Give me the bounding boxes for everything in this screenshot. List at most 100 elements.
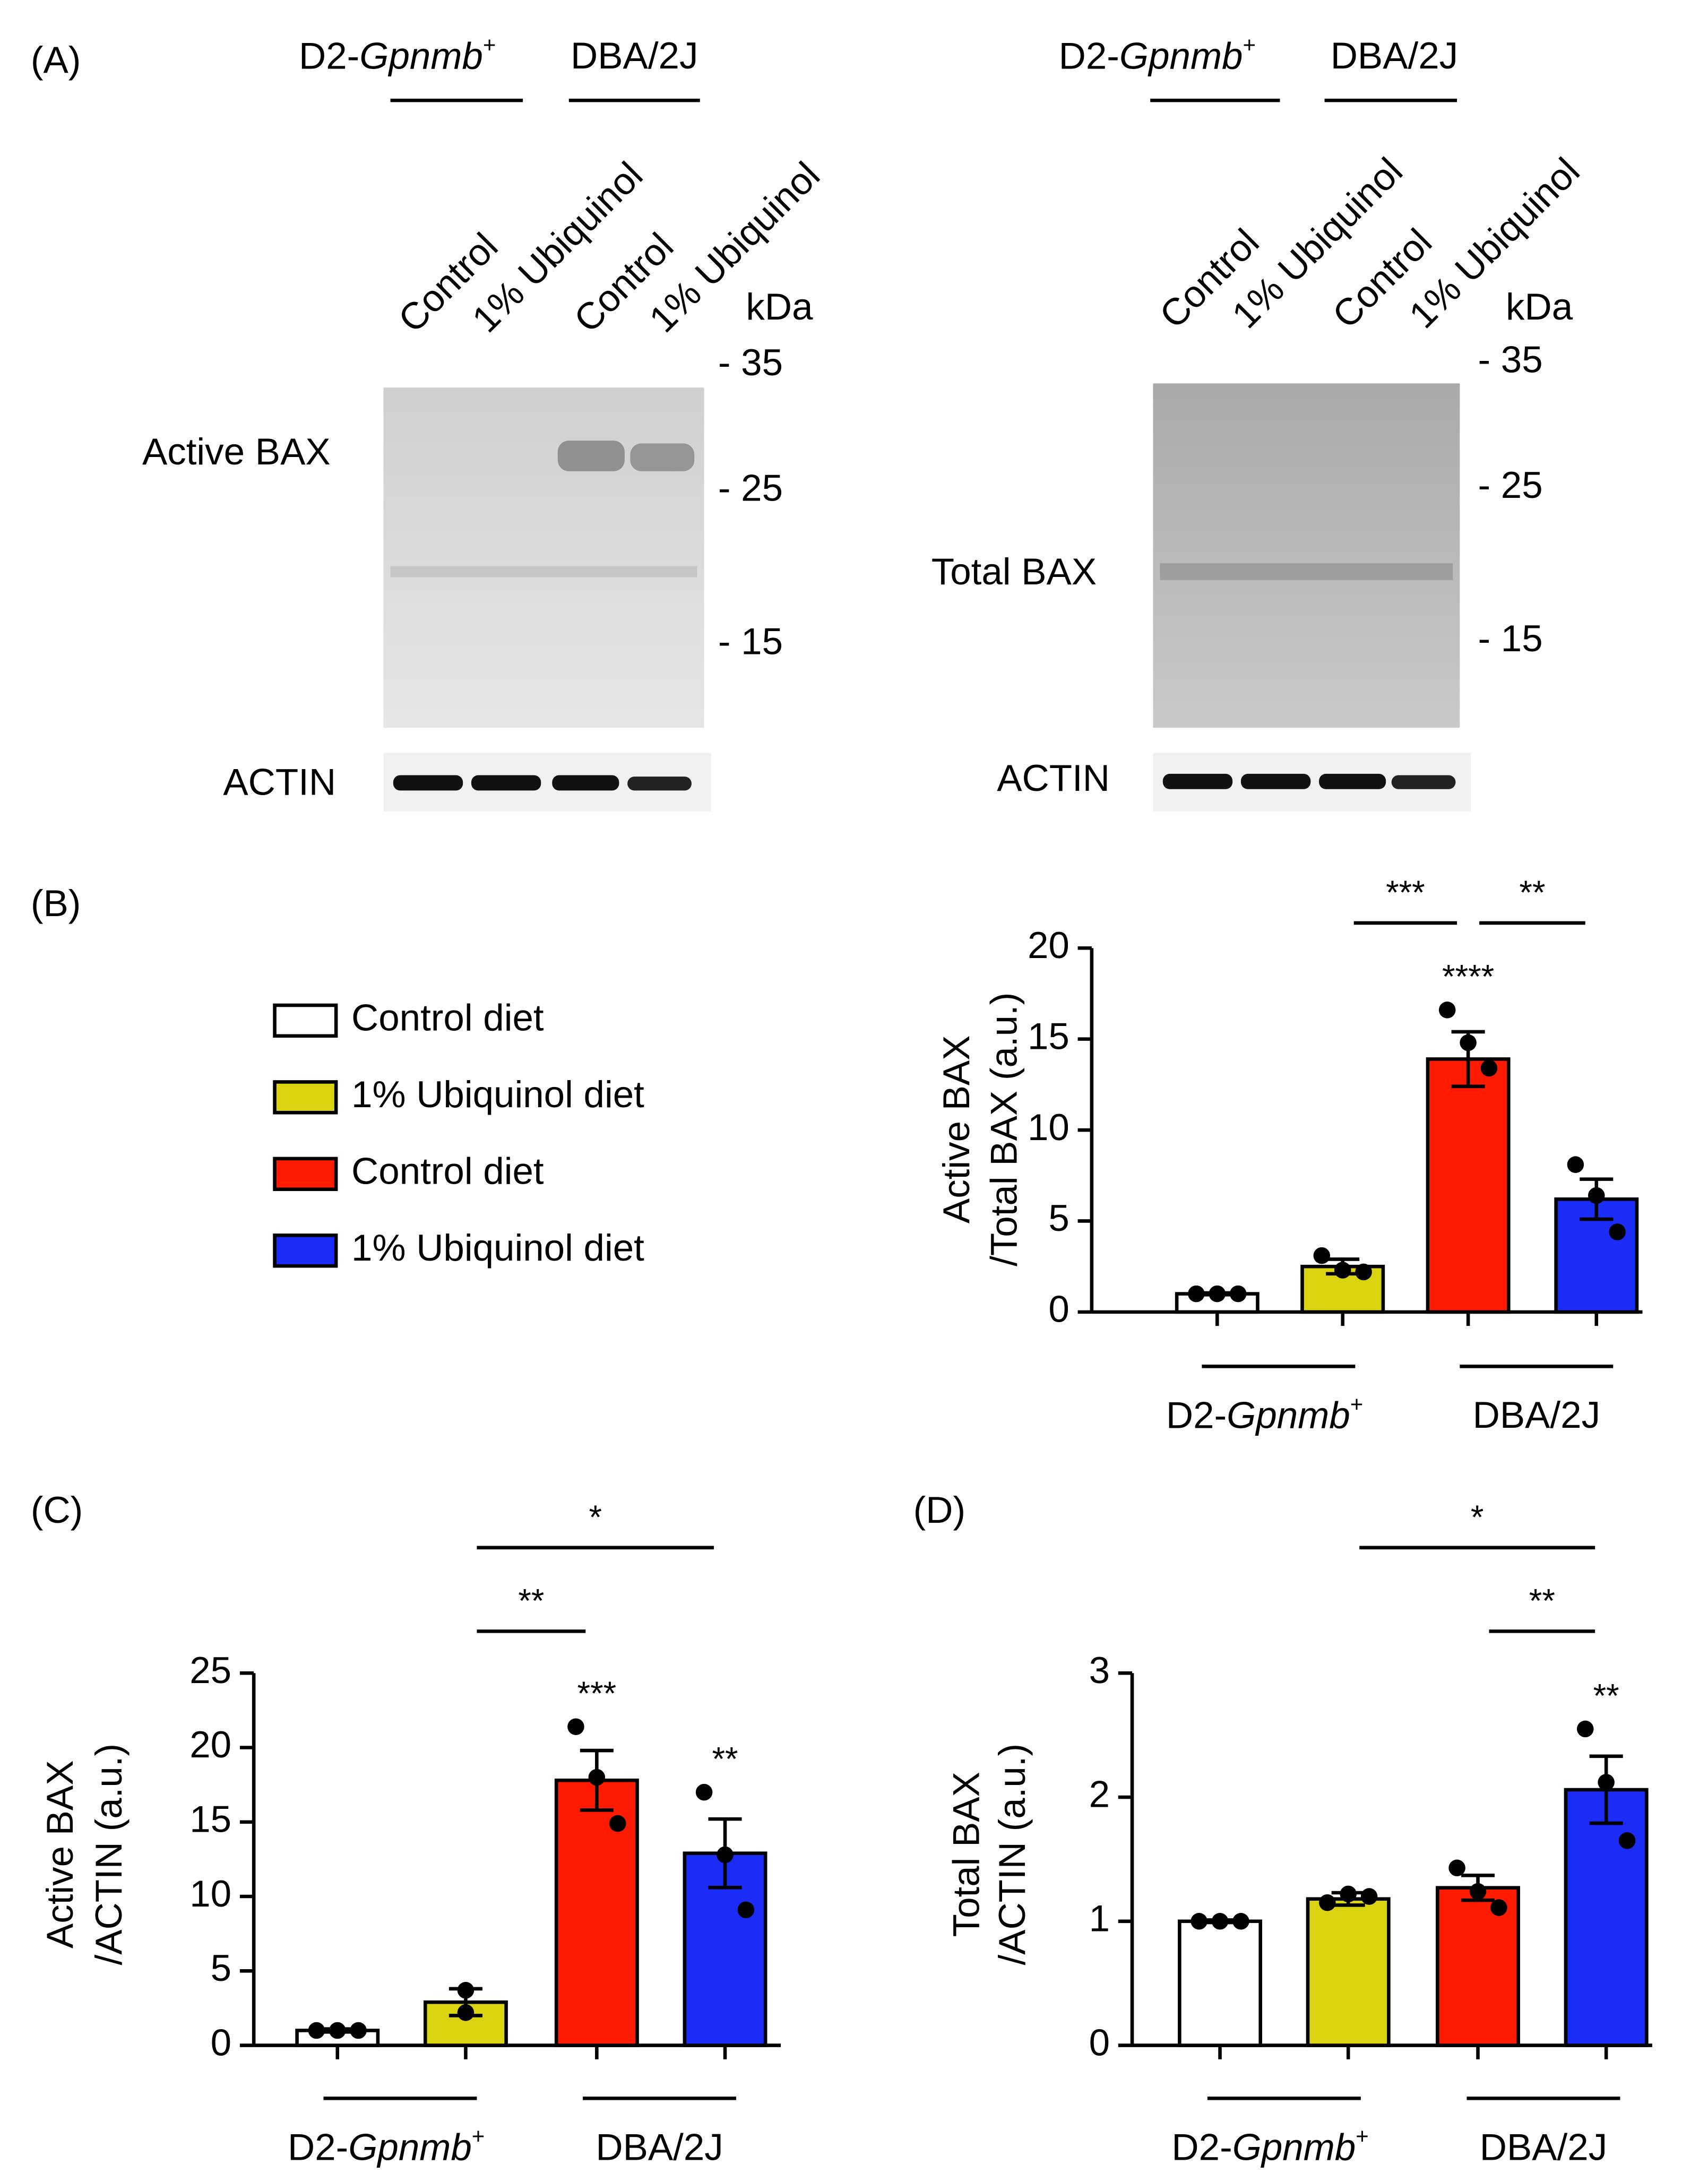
y-tick-label: 2 [1089,1774,1110,1816]
group-label-italic: Gpnmb [348,2126,472,2168]
data-point [1319,1894,1336,1911]
y-axis-title: /ACTIN (a.u.) [991,1744,1033,1965]
comparison-label: ** [1519,874,1545,911]
y-tick-label: 25 [189,1650,231,1692]
data-point [1334,1262,1351,1279]
y-tick-label: 5 [1048,1197,1069,1239]
y-tick-label: 0 [1048,1289,1069,1331]
legend-label: 1% Ubiquinol diet [351,1227,644,1269]
kda-unit: kDa [1506,286,1573,328]
legend-swatch [273,1157,338,1191]
data-point [1355,1263,1372,1281]
y-tick-label: 20 [1028,925,1069,967]
panel-label: (C) [31,1489,83,1531]
data-point [1211,1913,1229,1930]
group-label: D2-Gpnmb+ [299,32,496,77]
blot-band [1391,775,1456,789]
y-tick-label: 0 [1089,2022,1110,2064]
group-label-sup: + [472,2123,485,2148]
y-tick-label: 3 [1089,1650,1110,1692]
data-point [1598,1774,1615,1791]
comparison-label: ** [518,1583,544,1620]
data-point [737,1901,755,1919]
data-point [1460,1034,1477,1051]
blot-band [393,775,463,791]
kda-marker: - 25 [718,467,783,509]
kda-marker: - 15 [1478,618,1543,660]
legend-label: Control diet [351,1151,544,1193]
blot-band [627,777,692,791]
y-tick-label: 1 [1089,1898,1110,1940]
kda-marker: - 35 [1478,339,1543,381]
group-label-sup: + [1350,1391,1364,1416]
y-axis-title: Active BAX [936,1035,978,1223]
kda-marker: - 35 [718,342,783,384]
group-label-prefix: D2- [1059,35,1119,77]
data-point [350,2022,367,2039]
data-point [1188,1285,1205,1303]
panel-label: (B) [31,883,81,925]
legend-swatch [273,1080,338,1115]
y-tick-label: 5 [211,1947,231,1989]
group-label: DBA/2J [1473,1394,1600,1436]
group-label-prefix: D2- [299,35,359,77]
data-point [717,1846,734,1864]
blot-band [552,775,619,791]
blot-band [1160,563,1453,580]
blot-band [471,775,541,791]
group-label-prefix: D2- [1171,2126,1232,2168]
loading-label: ACTIN [997,757,1110,799]
group-label: D2-Gpnmb+ [288,2123,485,2168]
data-point [609,1815,626,1832]
group-label-prefix: D2- [288,2126,348,2168]
blot-band [1240,773,1311,789]
legend-label: 1% Ubiquinol diet [351,1074,644,1116]
data-point [1313,1247,1331,1264]
data-point [567,1718,584,1735]
group-label: DBA/2J [1480,2126,1607,2168]
data-point [457,2004,475,2021]
bar [1426,1057,1511,1314]
bar [1436,1886,1520,2047]
blot-label: Total BAX [931,551,1097,593]
blot-band [1162,773,1233,789]
kda-marker: - 25 [1478,464,1543,506]
significance-label: *** [577,1675,617,1712]
group-label: DBA/2J [571,35,698,77]
data-point [695,1783,713,1801]
y-tick-label: 0 [211,2022,231,2064]
blot-band [630,443,695,471]
y-tick-label: 10 [189,1873,231,1915]
data-point [457,1982,475,1999]
group-label-italic: Gpnmb [1227,1394,1350,1436]
group-label: DBA/2J [596,2126,723,2168]
group-label-italic: Gpnmb [1119,35,1243,77]
panel-label: (D) [913,1489,965,1531]
group-label-sup: + [483,32,496,57]
bar [1178,1919,1263,2047]
comparison-label: ** [1529,1583,1555,1620]
data-point [1360,1888,1378,1905]
group-label: D2-Gpnmb+ [1171,2123,1368,2168]
significance-label: **** [1442,959,1494,996]
group-label: DBA/2J [1331,35,1458,77]
loading-label: ACTIN [223,762,336,804]
data-point [1209,1285,1226,1303]
y-axis-title: /ACTIN (a.u.) [88,1744,130,1965]
blot-total-bax [1153,383,1460,728]
blot-active-bax [383,387,704,728]
bar [1564,1788,1649,2047]
data-point [1191,1913,1207,1930]
data-point [1618,1832,1636,1849]
data-point [1448,1859,1465,1877]
data-point [1438,1002,1456,1019]
blot-band [390,566,697,577]
significance-label: ** [1593,1677,1619,1714]
data-point [1577,1720,1594,1738]
y-axis-title: Total BAX [945,1772,987,1937]
data-point [1480,1059,1498,1077]
significance-label: ** [712,1741,738,1778]
data-point [308,2022,325,2039]
group-label-sup: + [1356,2123,1369,2148]
